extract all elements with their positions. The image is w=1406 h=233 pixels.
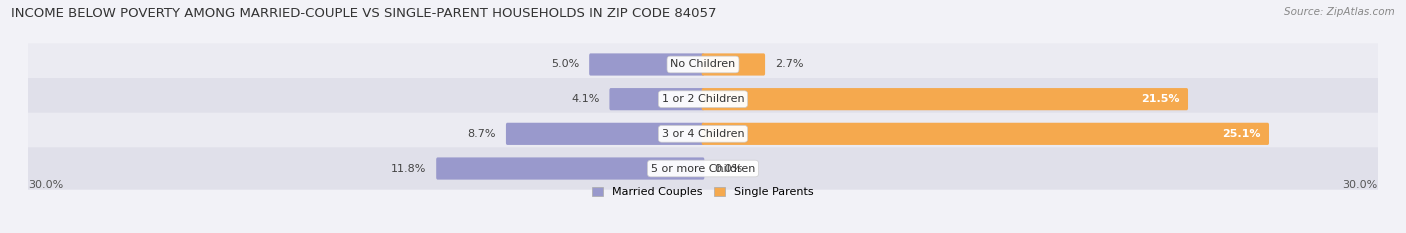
FancyBboxPatch shape	[506, 123, 704, 145]
Text: 30.0%: 30.0%	[28, 180, 63, 190]
FancyBboxPatch shape	[702, 53, 765, 75]
Text: 25.1%: 25.1%	[1222, 129, 1261, 139]
Text: INCOME BELOW POVERTY AMONG MARRIED-COUPLE VS SINGLE-PARENT HOUSEHOLDS IN ZIP COD: INCOME BELOW POVERTY AMONG MARRIED-COUPL…	[11, 7, 717, 20]
Text: 5 or more Children: 5 or more Children	[651, 164, 755, 174]
FancyBboxPatch shape	[14, 147, 1392, 190]
Text: 1 or 2 Children: 1 or 2 Children	[662, 94, 744, 104]
Legend: Married Couples, Single Parents: Married Couples, Single Parents	[592, 187, 814, 197]
FancyBboxPatch shape	[702, 88, 1188, 110]
Text: 0.0%: 0.0%	[714, 164, 742, 174]
FancyBboxPatch shape	[436, 158, 704, 180]
FancyBboxPatch shape	[609, 88, 704, 110]
FancyBboxPatch shape	[14, 113, 1392, 155]
FancyBboxPatch shape	[14, 78, 1392, 120]
Text: 11.8%: 11.8%	[391, 164, 426, 174]
Text: 21.5%: 21.5%	[1142, 94, 1180, 104]
Text: Source: ZipAtlas.com: Source: ZipAtlas.com	[1284, 7, 1395, 17]
FancyBboxPatch shape	[14, 43, 1392, 86]
Text: 4.1%: 4.1%	[571, 94, 599, 104]
FancyBboxPatch shape	[702, 123, 1270, 145]
Text: No Children: No Children	[671, 59, 735, 69]
FancyBboxPatch shape	[589, 53, 704, 75]
Text: 8.7%: 8.7%	[468, 129, 496, 139]
Text: 30.0%: 30.0%	[1343, 180, 1378, 190]
Text: 2.7%: 2.7%	[775, 59, 803, 69]
Text: 3 or 4 Children: 3 or 4 Children	[662, 129, 744, 139]
Text: 5.0%: 5.0%	[551, 59, 579, 69]
